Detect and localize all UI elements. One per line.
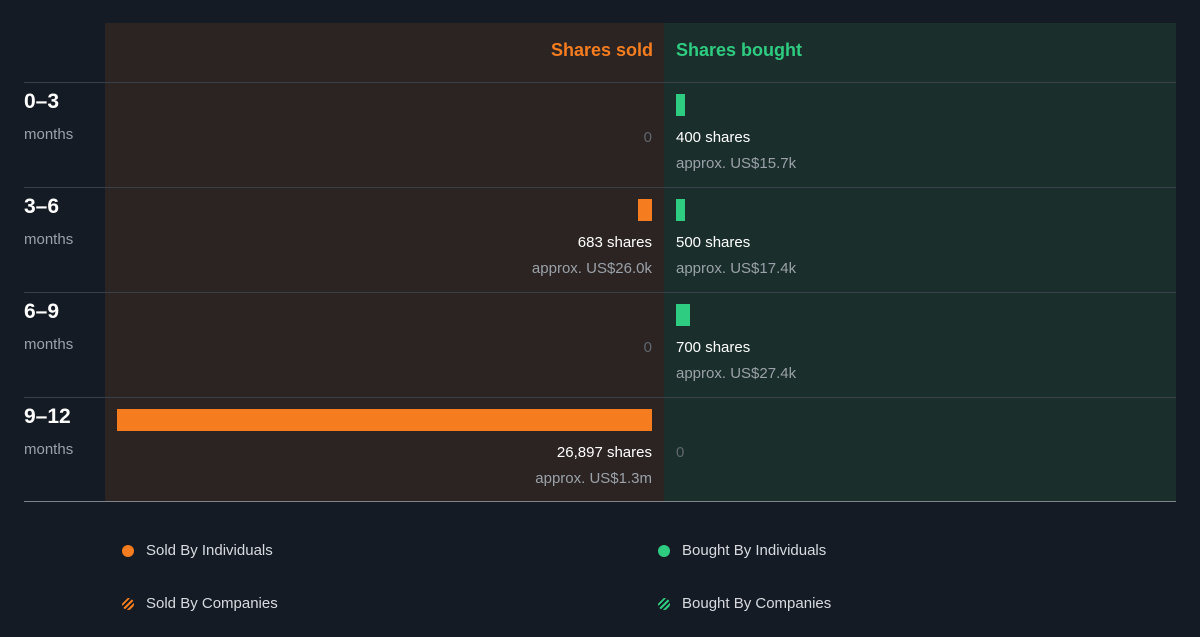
green-hatched-dot-icon	[658, 597, 670, 610]
row-divider	[24, 292, 1176, 293]
period-unit-label: months	[24, 336, 74, 353]
bought-value-label: approx. US$27.4k	[676, 365, 797, 382]
bought-shares-label: 400 shares	[676, 129, 751, 146]
green-dot-icon	[658, 544, 670, 557]
shares-bought-header: Shares bought	[676, 40, 803, 60]
legend-bought-individuals: Bought By Individuals	[658, 542, 826, 559]
period-unit-label: months	[24, 126, 74, 143]
period-label: 9–12	[24, 405, 71, 428]
orange-dot-icon	[122, 544, 134, 557]
period-label: 6–9	[24, 300, 60, 323]
legend-label: Sold By Companies	[146, 595, 278, 612]
sold-value-label: approx. US$26.0k	[531, 260, 652, 277]
period-unit-label: months	[24, 231, 74, 248]
legend-bought-companies: Bought By Companies	[658, 595, 831, 612]
row-divider	[24, 397, 1176, 398]
period-row: 9–12 months 26,897 shares approx. US$1.3m 0	[0, 397, 1200, 502]
period-row: 6–9 months 0 700 shares approx. US$27.4k	[0, 292, 1200, 397]
bought-zero-label: 0	[676, 444, 685, 461]
shares-bought-panel	[664, 23, 1176, 501]
period-row: 0–3 months 0 400 shares approx. US$15.7k	[0, 82, 1200, 187]
legend-label: Sold By Individuals	[146, 542, 273, 559]
row-divider	[24, 82, 1176, 83]
row-divider	[24, 187, 1176, 188]
period-row: 3–6 months 683 shares approx. US$26.0k 500 s…	[0, 187, 1200, 292]
period-label: 0–3	[24, 90, 60, 113]
sold-zero-label: 0	[643, 129, 652, 146]
sold-bar	[117, 409, 652, 431]
legend-label: Bought By Companies	[682, 595, 832, 612]
sold-zero-label: 0	[643, 339, 652, 356]
chart-baseline	[24, 501, 1176, 502]
bought-shares-label: 500 shares	[676, 234, 751, 251]
legend-sold-individuals: Sold By Individuals	[122, 542, 273, 559]
shares-sold-header: Shares sold	[550, 40, 653, 60]
sold-shares-label: 683 shares	[577, 234, 652, 251]
legend-label: Bought By Individuals	[682, 542, 827, 559]
bought-bar	[676, 94, 685, 116]
sold-bar	[638, 199, 652, 221]
sold-shares-label: 26,897 shares	[556, 444, 652, 461]
orange-hatched-dot-icon	[122, 597, 134, 610]
bought-shares-label: 700 shares	[676, 339, 751, 356]
bought-value-label: approx. US$17.4k	[676, 260, 797, 277]
bought-value-label: approx. US$15.7k	[676, 155, 797, 172]
bought-bar	[676, 199, 685, 221]
sold-value-label: approx. US$1.3m	[535, 470, 652, 487]
bought-bar	[676, 304, 690, 326]
period-label: 3–6	[24, 195, 60, 218]
legend-sold-companies: Sold By Companies	[122, 595, 278, 612]
period-unit-label: months	[24, 441, 74, 458]
